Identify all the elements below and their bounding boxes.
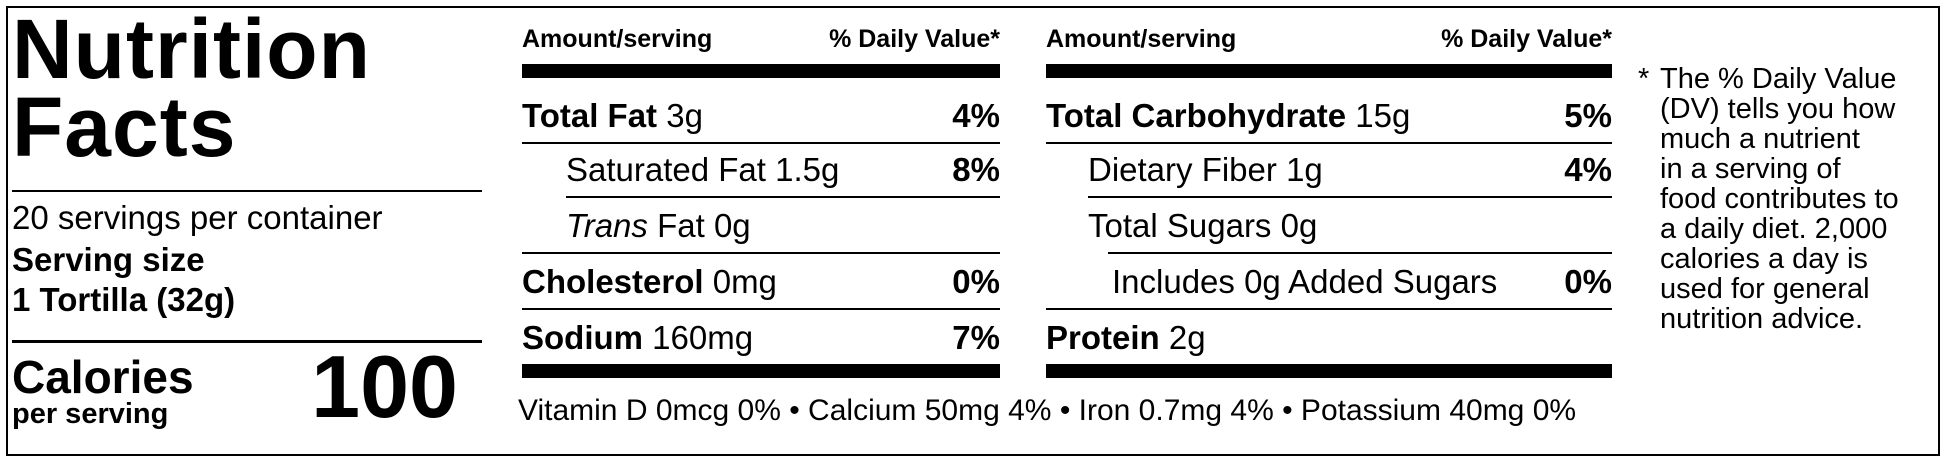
footnote-line: nutrition advice. xyxy=(1660,303,1864,335)
nutrient-pct: 8% xyxy=(952,151,1000,188)
nutrient-saturated-fat: Saturated Fat 1.5g xyxy=(566,150,839,190)
divider xyxy=(1046,142,1612,144)
footnote-line: a daily diet. 2,000 xyxy=(1660,213,1888,245)
nutrient-name: Total Fat xyxy=(522,97,658,134)
title-line-1: Nutrition xyxy=(12,2,371,96)
serving-size-value: 1 Tortilla (32g) xyxy=(12,281,236,318)
nutrient-pct: 0% xyxy=(952,263,1000,300)
nutrient-name: Sodium xyxy=(522,319,643,356)
footnote-line: much a nutrient xyxy=(1660,123,1860,155)
nutrient-protein: Protein 2g xyxy=(1046,318,1206,358)
divider xyxy=(522,142,1000,144)
divider xyxy=(1046,308,1612,310)
nutrient-trans-fat: Trans Fat 0g xyxy=(566,206,751,246)
calories-sub: per serving xyxy=(12,398,169,430)
thick-rule xyxy=(522,64,1000,78)
nutrient-name-italic: Trans xyxy=(566,207,648,244)
label-title: Nutrition Facts xyxy=(12,2,371,174)
nutrient-total-sugars: Total Sugars 0g xyxy=(1088,206,1317,246)
nutrient-total-carbohydrate: Total Carbohydrate 15g xyxy=(1046,96,1410,136)
nutrient-cholesterol: Cholesterol 0mg xyxy=(522,262,777,302)
nutrient-name: Saturated Fat xyxy=(566,151,766,188)
nutrient-name: Dietary Fiber xyxy=(1088,151,1277,188)
nutrient-amount: 0g xyxy=(1280,207,1318,244)
left-header-amount: Amount/serving xyxy=(522,25,713,53)
nutrient-sodium: Sodium 160mg xyxy=(522,318,753,358)
calories-label: Calories xyxy=(12,351,194,403)
thick-rule xyxy=(1046,364,1612,378)
nutrient-pct: 5% xyxy=(1564,97,1612,134)
nutrient-name: Total Sugars xyxy=(1088,207,1272,244)
divider xyxy=(566,196,1000,198)
footnote-line: calories a day is xyxy=(1660,243,1868,275)
footnote-line: The % Daily Value xyxy=(1660,63,1897,95)
nutrient-added-sugars: Includes 0g Added Sugars xyxy=(1112,262,1497,302)
nutrient-amount: 3g xyxy=(666,97,703,134)
nutrient-pct: 4% xyxy=(952,97,1000,134)
footnote-line: food contributes to xyxy=(1660,183,1899,215)
right-header-dv: % Daily Value* xyxy=(1441,25,1612,53)
divider xyxy=(1108,252,1612,254)
nutrient-pct: 7% xyxy=(952,319,1000,356)
footnote-line: in a serving of xyxy=(1660,153,1841,185)
servings-per-container: 20 servings per container xyxy=(12,199,383,236)
nutrient-name: Fat xyxy=(657,207,705,244)
nutrient-amount: 1.5g xyxy=(775,151,840,188)
vitamins-minerals: Vitamin D 0mcg 0% • Calcium 50mg 4% • Ir… xyxy=(518,394,1577,427)
nutrient-amount: 1g xyxy=(1286,151,1323,188)
divider xyxy=(1088,196,1612,198)
nutrient-amount: 0g xyxy=(713,207,751,244)
divider xyxy=(522,308,1000,310)
footnote: The % Daily Value (DV) tells you how muc… xyxy=(1642,64,1922,334)
nutrient-name: Total Carbohydrate xyxy=(1046,97,1347,134)
footnote-asterisk: * xyxy=(1638,63,1650,95)
footnote-line: (DV) tells you how xyxy=(1660,93,1896,125)
footnote-line: used for general xyxy=(1660,273,1870,305)
calories-value: 100 xyxy=(311,337,458,436)
left-header-dv: % Daily Value* xyxy=(829,25,1000,53)
nutrient-amount: 2g xyxy=(1168,319,1206,356)
nutrient-name: Protein xyxy=(1046,319,1160,356)
title-line-2: Facts xyxy=(12,80,237,174)
nutrition-label xyxy=(6,6,1940,456)
serving-size-label: Serving size xyxy=(12,241,205,278)
nutrient-pct: 4% xyxy=(1564,151,1612,188)
right-header-amount: Amount/serving xyxy=(1046,25,1237,53)
nutrient-pct: 0% xyxy=(1564,263,1612,300)
nutrient-total-fat: Total Fat 3g xyxy=(522,96,703,136)
thick-rule xyxy=(522,364,1000,378)
divider xyxy=(12,190,482,192)
nutrient-amount: 15g xyxy=(1355,97,1411,134)
nutrient-amount: 160mg xyxy=(652,319,754,356)
nutrient-dietary-fiber: Dietary Fiber 1g xyxy=(1088,150,1323,190)
thick-rule xyxy=(1046,64,1612,78)
divider xyxy=(522,252,1000,254)
serving-size: Serving size 1 Tortilla (32g) xyxy=(12,240,235,320)
nutrient-name: Cholesterol xyxy=(522,263,704,300)
divider xyxy=(12,340,482,343)
nutrient-name: Includes 0g Added Sugars xyxy=(1112,263,1498,300)
nutrient-amount: 0mg xyxy=(712,263,777,300)
